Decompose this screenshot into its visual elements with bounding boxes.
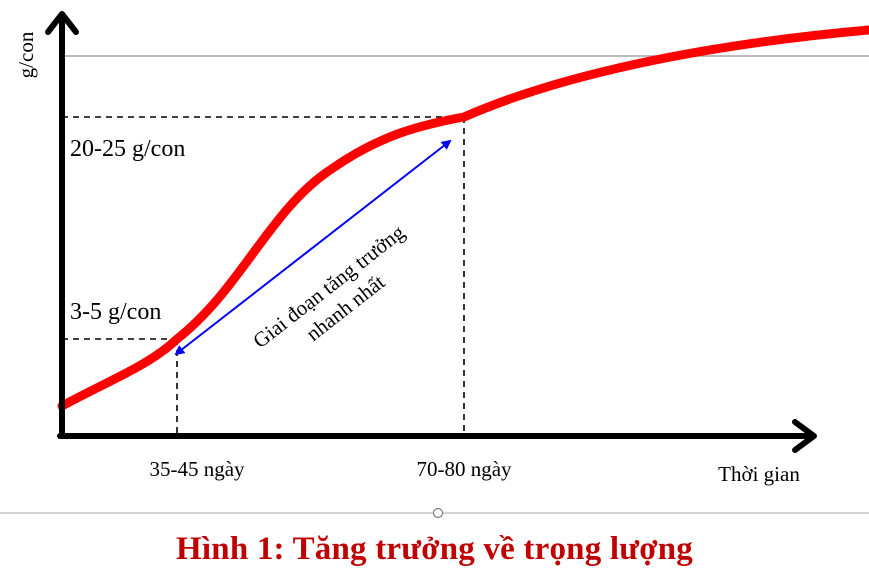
figure-caption: Hình 1: Tăng trưởng về trọng lượng xyxy=(176,531,693,567)
fast-growth-arrow xyxy=(174,139,452,356)
phase-label: Giai đoạn tăng trưởng nhanh nhất xyxy=(248,220,409,353)
x-axis-label: Thời gian xyxy=(718,462,800,486)
y-mark-upper: 20-25 g/con xyxy=(70,136,185,162)
y-mark-lower: 3-5 g/con xyxy=(70,299,161,325)
x-axis-arrowhead xyxy=(792,419,817,453)
x-mark-early: 35-45 ngày xyxy=(149,457,245,481)
y-axis-label: g/con xyxy=(14,31,38,78)
guide-lines xyxy=(62,116,465,436)
y-axis-arrowhead xyxy=(45,11,79,35)
resize-handle[interactable] xyxy=(432,507,444,519)
x-mark-late: 70-80 ngày xyxy=(416,457,512,481)
axes xyxy=(45,11,817,453)
